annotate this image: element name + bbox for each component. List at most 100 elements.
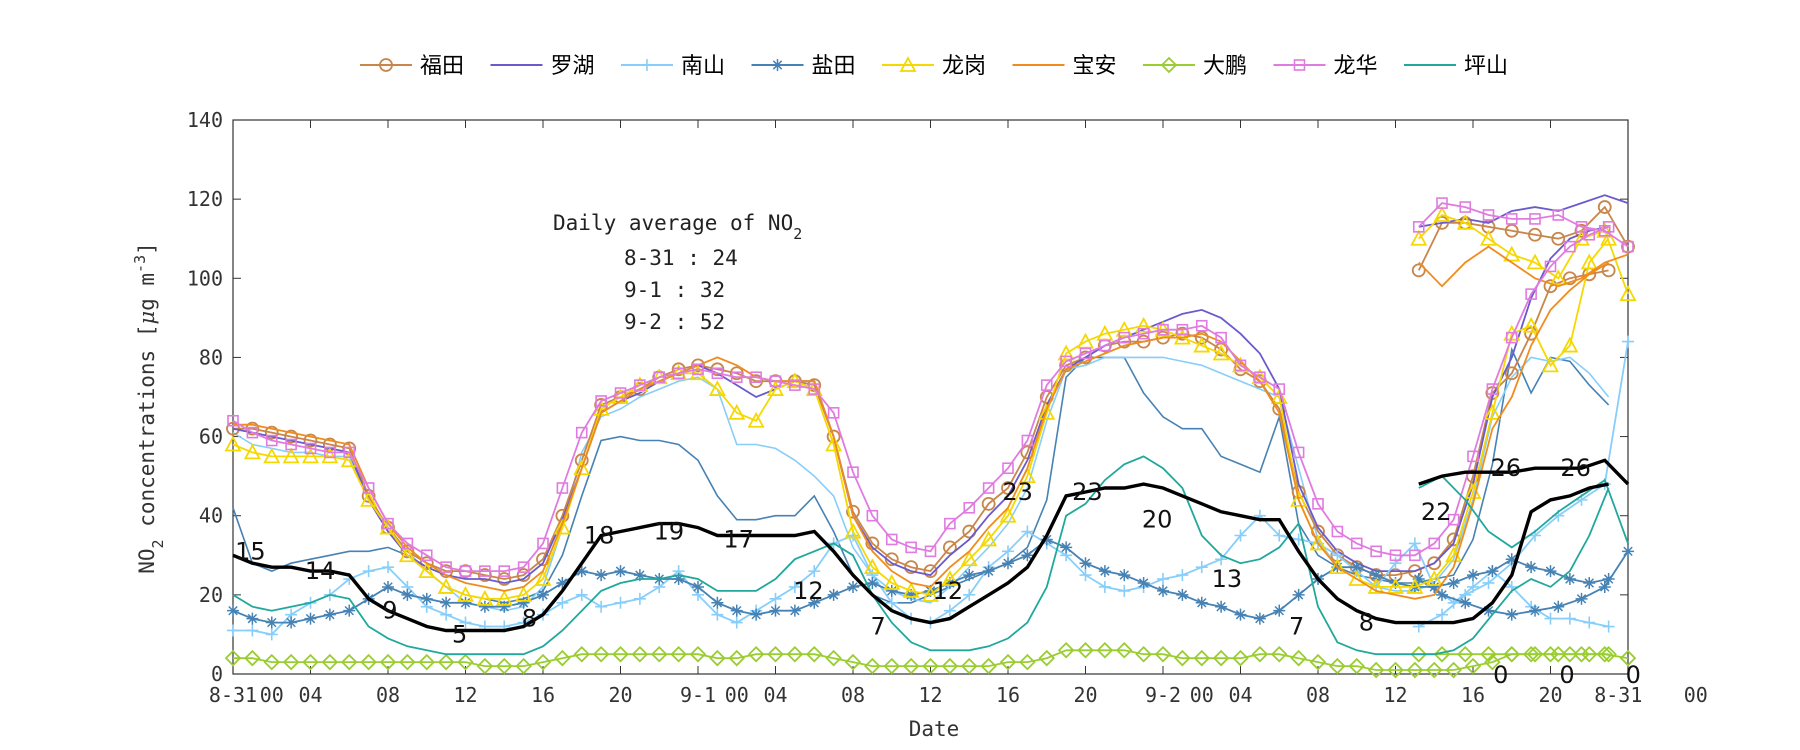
data-point xyxy=(866,576,879,589)
data-point xyxy=(963,569,976,582)
data-point xyxy=(495,657,513,675)
data-point xyxy=(1057,344,1075,361)
data-point xyxy=(1137,327,1150,340)
data-point xyxy=(1135,316,1153,333)
data-point xyxy=(1425,661,1443,679)
data-point xyxy=(418,653,436,671)
data-point xyxy=(1002,557,1014,570)
data-point xyxy=(1410,229,1428,246)
x-tick-label: 04 xyxy=(763,683,787,707)
average-value-label: 19 xyxy=(654,518,685,546)
series-line xyxy=(232,455,1610,656)
data-point xyxy=(1406,578,1424,594)
data-point xyxy=(1079,569,1092,582)
average-line-path xyxy=(232,482,1609,633)
data-point xyxy=(1544,612,1557,625)
data-point xyxy=(885,596,898,609)
data-point xyxy=(827,407,840,419)
data-point xyxy=(1504,223,1519,238)
data-point xyxy=(1157,573,1169,586)
data-point xyxy=(340,653,358,671)
data-point xyxy=(899,56,917,72)
data-point xyxy=(1174,649,1191,667)
data-point xyxy=(537,588,549,601)
x-tick-label: 9-1 xyxy=(680,683,716,707)
x-tick-label: 20 xyxy=(1073,683,1097,707)
data-point xyxy=(808,383,821,395)
legend-label: 福田 xyxy=(420,54,464,79)
data-point xyxy=(883,657,901,675)
data-point xyxy=(515,585,533,602)
data-point xyxy=(769,604,782,617)
outside-labels: 0 0 0 xyxy=(1493,661,1641,689)
data-point xyxy=(382,580,394,593)
data-point xyxy=(1602,620,1615,633)
data-point xyxy=(710,362,725,377)
data-point xyxy=(730,371,743,384)
data-point xyxy=(904,560,919,575)
data-point xyxy=(1096,641,1114,659)
data-point xyxy=(1541,356,1560,373)
series-line-tail xyxy=(1418,202,1629,248)
data-point xyxy=(515,657,532,675)
data-point xyxy=(227,604,239,617)
data-point xyxy=(263,447,281,464)
average-value-label: 13 xyxy=(1212,565,1243,593)
data-point xyxy=(1312,498,1324,510)
data-point xyxy=(556,482,569,494)
data-point xyxy=(1350,537,1363,550)
data-point xyxy=(1370,545,1382,558)
data-point xyxy=(498,600,511,613)
data-point xyxy=(1622,240,1634,253)
y-tick-label: 80 xyxy=(199,345,223,369)
data-point xyxy=(788,580,801,593)
data-point xyxy=(246,426,259,439)
data-point xyxy=(941,570,959,586)
data-point xyxy=(1021,434,1034,447)
average-value-label: 26 xyxy=(1560,454,1591,482)
data-point xyxy=(284,429,299,444)
data-point xyxy=(1428,537,1441,550)
data-point xyxy=(1328,558,1346,575)
data-point xyxy=(1154,645,1172,663)
data-point xyxy=(1600,229,1618,246)
data-point xyxy=(922,657,939,675)
data-point xyxy=(1386,578,1405,594)
data-point xyxy=(1425,570,1443,586)
data-point xyxy=(573,459,591,476)
data-point xyxy=(1232,649,1249,667)
data-point xyxy=(1309,653,1327,671)
data-point xyxy=(1505,608,1518,621)
data-point xyxy=(243,443,261,460)
data-point xyxy=(1503,245,1521,262)
average-value-label: 5 xyxy=(452,620,467,648)
data-point xyxy=(456,585,475,602)
data-point xyxy=(457,653,474,671)
data-point xyxy=(1234,529,1247,542)
x-tick-label-overlay: 00 xyxy=(260,683,284,707)
y-tick-label: 100 xyxy=(187,266,223,290)
data-point xyxy=(771,59,784,71)
data-point xyxy=(534,570,552,586)
data-point xyxy=(595,395,607,407)
data-point xyxy=(537,537,549,550)
data-point xyxy=(343,446,356,459)
data-point xyxy=(905,541,917,554)
data-point xyxy=(1270,388,1288,404)
data-point xyxy=(1563,612,1576,625)
data-point xyxy=(398,546,416,563)
data-point xyxy=(440,596,453,609)
average-value-label: 8 xyxy=(522,605,537,633)
data-point xyxy=(902,657,920,675)
data-point xyxy=(1486,565,1499,578)
data-point xyxy=(1549,645,1567,663)
data-point xyxy=(1562,271,1577,286)
data-point xyxy=(1021,549,1034,562)
data-point xyxy=(360,490,378,507)
outside-value-label: 0 xyxy=(1493,661,1508,689)
data-point xyxy=(399,653,416,671)
data-point xyxy=(786,645,804,663)
data-point xyxy=(1622,335,1634,348)
legend-label: 龙岗 xyxy=(942,54,986,79)
